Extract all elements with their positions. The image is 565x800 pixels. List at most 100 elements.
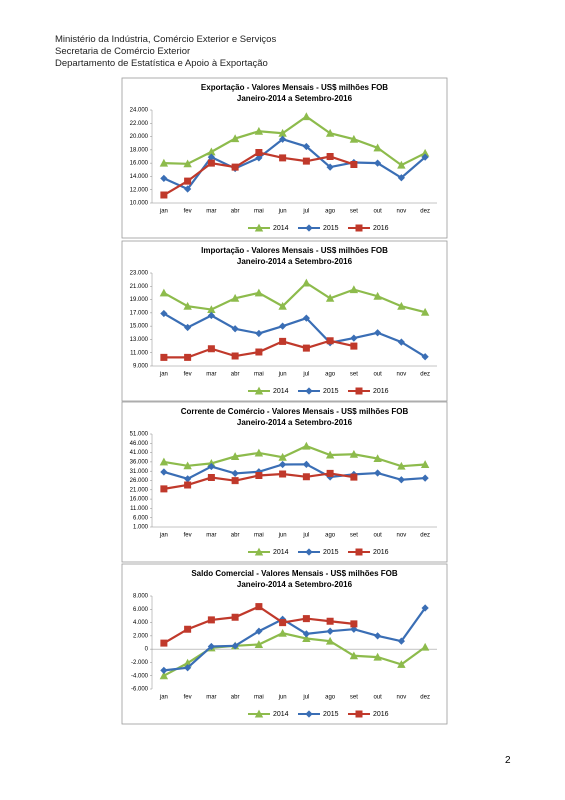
x-tick-label: mai (254, 372, 264, 378)
y-tick-label: -6.000 (131, 687, 149, 693)
marker (302, 142, 310, 151)
marker (373, 652, 382, 661)
marker (373, 454, 382, 463)
marker (255, 603, 263, 611)
x-tick-label: set (350, 695, 358, 701)
x-tick-label: set (350, 533, 358, 539)
y-tick-label: -4.000 (131, 673, 149, 679)
marker (350, 160, 358, 168)
x-tick-label: fev (184, 695, 192, 701)
x-tick-label: abr (231, 209, 240, 215)
x-tick-label: ago (325, 533, 336, 539)
marker (278, 301, 287, 310)
y-tick-label: -2.000 (131, 660, 149, 666)
marker (230, 134, 240, 143)
y-tick-label: 19.000 (130, 297, 149, 303)
marker (207, 345, 215, 353)
y-tick-label: 24.000 (130, 108, 149, 114)
marker (255, 149, 263, 157)
marker (326, 627, 334, 635)
x-tick-label: out (373, 372, 382, 378)
marker (421, 353, 429, 361)
marker (302, 460, 310, 468)
x-tick-label: jun (278, 209, 287, 215)
marker (373, 291, 382, 300)
marker (349, 449, 359, 458)
x-tick-label: out (373, 695, 382, 701)
marker (160, 485, 168, 493)
marker (184, 323, 192, 332)
marker (160, 353, 168, 361)
x-tick-label: ago (325, 209, 336, 215)
marker (160, 191, 168, 199)
marker (325, 450, 335, 459)
legend-label: 2016 (373, 549, 389, 556)
marker (326, 163, 334, 171)
marker (159, 158, 169, 167)
marker (420, 642, 430, 651)
marker (421, 604, 429, 612)
marker (184, 625, 192, 633)
x-tick-label: dez (420, 372, 430, 378)
x-tick-label: dez (420, 695, 430, 701)
x-tick-label: jul (302, 372, 309, 378)
x-tick-label: jan (159, 209, 168, 215)
marker (349, 651, 359, 660)
series-line (163, 607, 427, 672)
marker (183, 461, 192, 470)
marker (350, 334, 358, 342)
y-tick-label: 1.000 (133, 525, 149, 531)
marker (350, 625, 358, 633)
chart-title: Saldo Comercial - Valores Mensais - US$ … (191, 569, 398, 578)
marker (184, 664, 192, 672)
marker (159, 671, 169, 680)
marker (397, 476, 405, 484)
series-line (163, 444, 426, 468)
legend-label: 2015 (323, 711, 339, 718)
x-tick-label: abr (231, 695, 240, 701)
marker (302, 157, 310, 165)
x-tick-label: ago (325, 695, 336, 701)
marker (279, 322, 287, 330)
marker (279, 337, 287, 345)
chart-subtitle: Janeiro-2014 a Setembro-2016 (237, 257, 353, 266)
marker (231, 325, 239, 333)
y-tick-label: 21.000 (130, 284, 149, 290)
marker (183, 159, 192, 168)
legend-label: 2016 (373, 225, 389, 232)
x-tick-label: fev (184, 372, 192, 378)
x-tick-label: fev (184, 533, 192, 539)
legend-label: 2016 (373, 388, 389, 395)
marker (254, 386, 264, 395)
x-tick-label: jan (159, 372, 168, 378)
marker (254, 288, 264, 297)
y-tick-label: 6.000 (133, 515, 149, 521)
marker (397, 660, 406, 668)
charts: Exportação - Valores Mensais - US$ milhõ… (121, 77, 448, 725)
x-tick-label: fev (184, 209, 192, 215)
y-tick-label: 17.000 (130, 310, 149, 316)
y-tick-label: 23.000 (130, 271, 149, 277)
x-tick-label: abr (231, 533, 240, 539)
x-tick-label: mar (206, 209, 216, 215)
x-tick-label: dez (420, 209, 430, 215)
marker (350, 620, 358, 628)
x-tick-label: ago (325, 372, 336, 378)
marker (355, 548, 363, 556)
x-tick-label: set (350, 209, 358, 215)
marker (302, 344, 310, 352)
marker (421, 474, 429, 482)
marker (420, 307, 430, 316)
x-tick-label: mai (254, 695, 264, 701)
chart-subtitle: Janeiro-2014 a Setembro-2016 (237, 418, 353, 427)
y-tick-label: 6.000 (133, 607, 149, 613)
marker (421, 153, 429, 161)
marker (231, 352, 239, 360)
marker (374, 159, 382, 167)
y-tick-label: 12.000 (130, 187, 149, 193)
chart-frame (121, 401, 448, 563)
marker (374, 632, 382, 640)
marker (305, 548, 313, 556)
y-tick-label: 11.000 (130, 350, 149, 356)
